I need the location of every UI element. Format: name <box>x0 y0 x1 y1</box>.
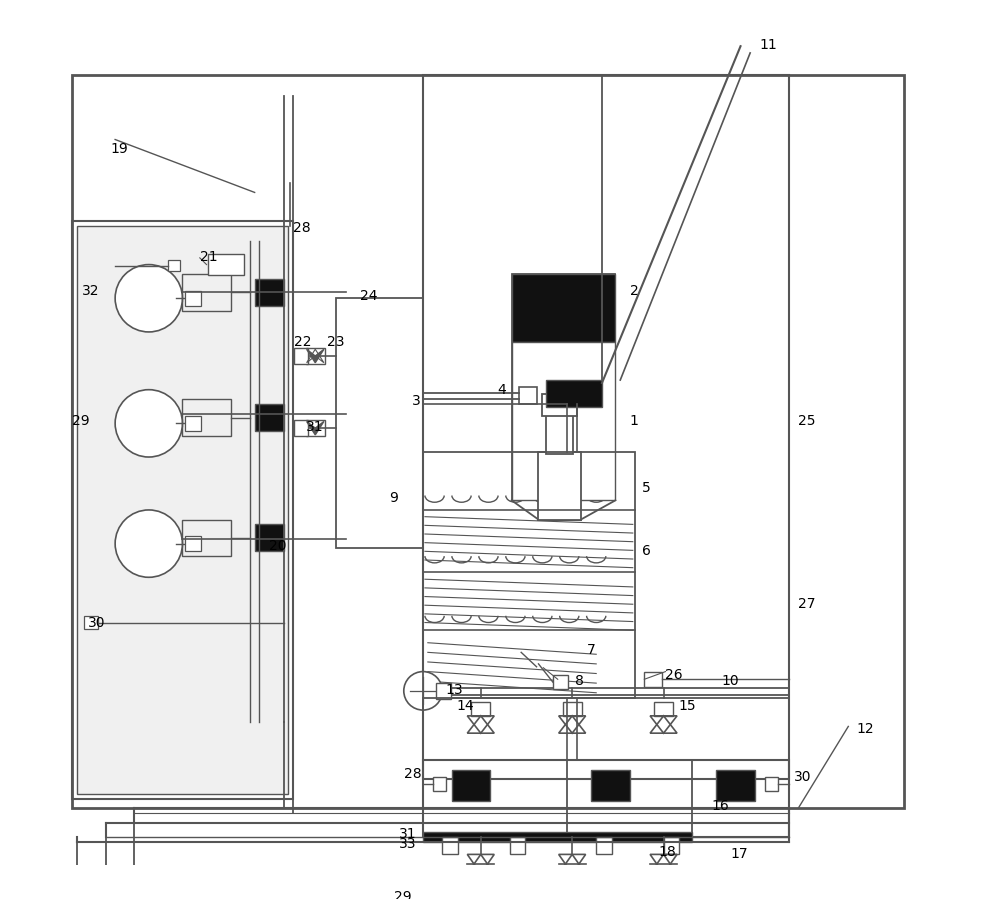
Bar <box>255 279 284 306</box>
Text: 28: 28 <box>293 221 311 236</box>
Text: 1: 1 <box>630 414 639 428</box>
Bar <box>542 395 577 415</box>
Bar <box>563 702 582 716</box>
Text: 16: 16 <box>712 798 729 813</box>
Bar <box>716 770 755 800</box>
Bar <box>182 274 231 311</box>
Bar <box>294 421 308 436</box>
Bar <box>519 387 537 405</box>
Text: 18: 18 <box>659 845 677 859</box>
Text: 15: 15 <box>678 699 696 713</box>
Circle shape <box>545 866 599 899</box>
Bar <box>185 536 201 551</box>
Text: 6: 6 <box>642 544 651 557</box>
Bar <box>546 380 602 407</box>
Bar <box>208 254 244 275</box>
Bar <box>538 452 581 520</box>
Bar <box>306 348 325 364</box>
Text: 21: 21 <box>200 250 217 264</box>
Bar <box>442 837 458 854</box>
Bar <box>182 399 231 436</box>
Text: 25: 25 <box>798 414 816 428</box>
Bar <box>512 274 615 501</box>
Circle shape <box>115 389 182 457</box>
Bar <box>77 227 288 794</box>
Bar <box>644 672 662 687</box>
Bar <box>546 414 573 454</box>
Bar <box>512 274 615 342</box>
Text: 28: 28 <box>404 767 421 781</box>
Polygon shape <box>307 422 324 435</box>
Bar <box>182 520 231 556</box>
Text: 14: 14 <box>457 699 474 713</box>
Bar <box>423 698 789 761</box>
Bar <box>84 616 98 629</box>
Circle shape <box>115 510 182 577</box>
Text: 27: 27 <box>798 597 816 610</box>
Text: 26: 26 <box>665 668 683 681</box>
Circle shape <box>454 866 508 899</box>
Bar <box>596 837 612 854</box>
Bar <box>168 260 180 271</box>
Bar <box>664 837 679 854</box>
Text: 32: 32 <box>81 284 99 298</box>
Text: 13: 13 <box>445 683 463 697</box>
Bar <box>591 770 630 800</box>
Bar <box>510 837 525 854</box>
Bar <box>306 421 325 436</box>
Text: 24: 24 <box>360 289 378 303</box>
Bar <box>185 415 201 431</box>
Bar <box>72 221 293 798</box>
Polygon shape <box>307 350 324 362</box>
Bar <box>553 675 568 689</box>
Text: 9: 9 <box>389 491 398 504</box>
Text: 10: 10 <box>721 673 739 688</box>
Bar <box>765 778 778 791</box>
Text: 20: 20 <box>269 539 287 553</box>
Text: 23: 23 <box>327 334 344 349</box>
Text: 5: 5 <box>642 481 651 495</box>
Bar <box>654 702 673 716</box>
Bar <box>255 524 284 551</box>
Text: 19: 19 <box>110 142 128 156</box>
Bar <box>255 405 284 431</box>
Text: 12: 12 <box>856 722 874 735</box>
Bar <box>423 452 635 698</box>
Bar <box>336 298 423 548</box>
Text: 29: 29 <box>394 890 412 899</box>
Text: 2: 2 <box>630 284 639 298</box>
Bar <box>423 832 692 841</box>
Bar <box>294 348 308 364</box>
Circle shape <box>637 866 691 899</box>
Bar <box>452 770 490 800</box>
Text: 31: 31 <box>399 827 417 841</box>
Bar <box>512 342 615 501</box>
Bar <box>72 75 904 808</box>
Text: 11: 11 <box>760 39 778 52</box>
Text: 30: 30 <box>793 770 811 784</box>
Bar <box>471 702 490 716</box>
Bar <box>423 761 789 837</box>
Bar <box>185 290 201 306</box>
Text: 29: 29 <box>72 414 89 428</box>
Text: 30: 30 <box>88 616 106 630</box>
Text: 17: 17 <box>731 847 749 860</box>
Bar <box>423 75 789 779</box>
Bar <box>436 683 451 699</box>
Bar <box>433 778 446 791</box>
Text: 3: 3 <box>411 395 420 408</box>
Text: 22: 22 <box>294 334 312 349</box>
Text: 7: 7 <box>587 643 595 657</box>
Text: 31: 31 <box>306 421 323 434</box>
Circle shape <box>115 264 182 332</box>
Text: 4: 4 <box>497 383 506 397</box>
Text: 8: 8 <box>575 673 584 688</box>
Circle shape <box>404 672 442 710</box>
Text: 33: 33 <box>399 837 416 851</box>
